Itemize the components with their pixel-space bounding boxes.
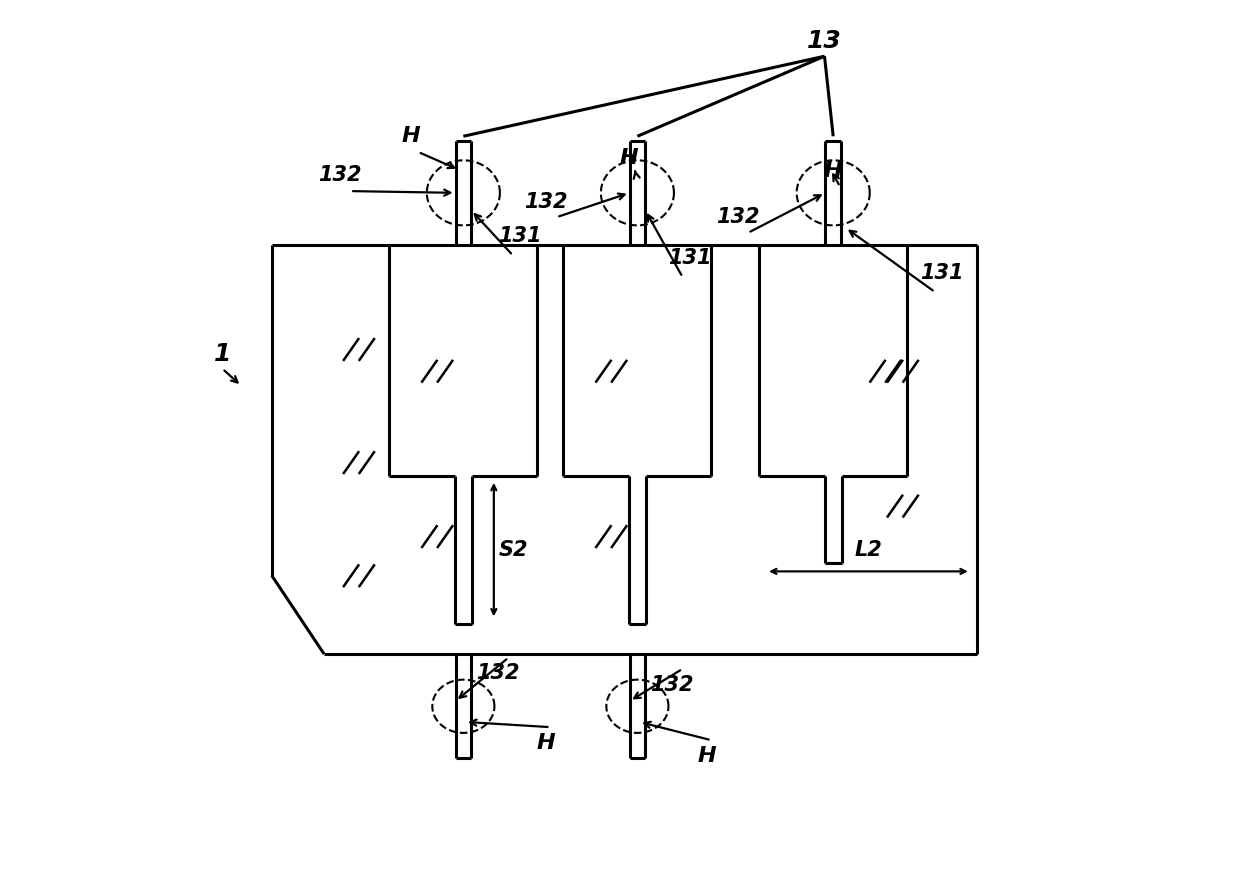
Text: H: H: [823, 162, 842, 181]
Text: L2: L2: [854, 540, 883, 560]
Text: H: H: [698, 746, 717, 766]
Text: 131: 131: [498, 226, 542, 246]
Text: 132: 132: [651, 675, 694, 695]
Text: 1: 1: [213, 342, 231, 366]
Text: S2: S2: [498, 540, 528, 560]
Text: 132: 132: [715, 207, 759, 227]
Text: H: H: [402, 127, 420, 147]
Text: H: H: [537, 732, 556, 753]
Text: 132: 132: [476, 663, 520, 684]
Text: H: H: [620, 148, 639, 168]
Text: 132: 132: [317, 165, 362, 185]
Text: 131: 131: [668, 248, 712, 268]
Text: 13: 13: [807, 29, 842, 52]
Text: 132: 132: [525, 191, 568, 211]
Text: 131: 131: [920, 263, 963, 283]
